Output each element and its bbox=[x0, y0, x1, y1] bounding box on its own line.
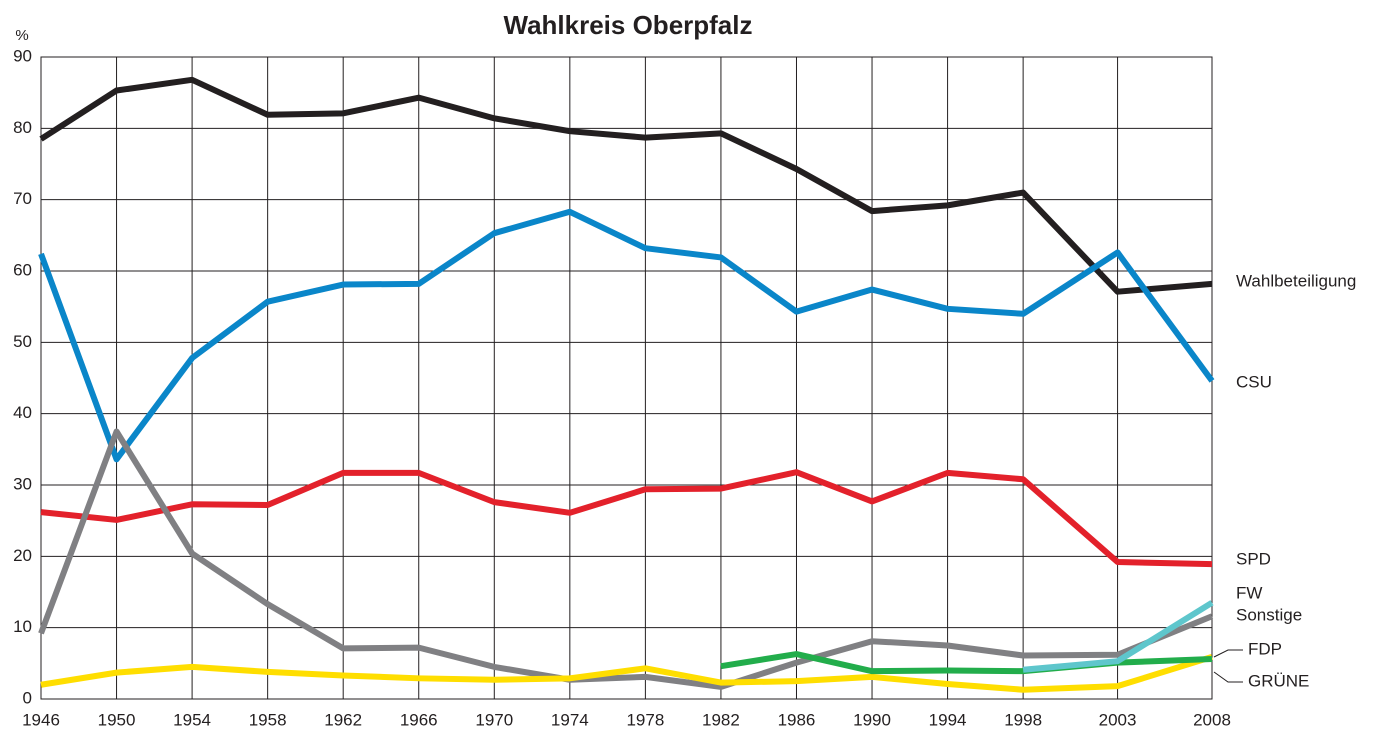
chart-title: Wahlkreis Oberpfalz bbox=[504, 10, 753, 40]
x-tick-label: 1986 bbox=[778, 710, 816, 729]
series-line bbox=[39, 76, 1213, 295]
legend-label: Sonstige bbox=[1236, 605, 1302, 624]
series-line bbox=[40, 654, 1213, 693]
x-tick-label: 1990 bbox=[853, 710, 891, 729]
x-tick-label: 1954 bbox=[173, 710, 211, 729]
x-tick-label: 1994 bbox=[929, 710, 967, 729]
legend-label: CSU bbox=[1236, 372, 1272, 391]
y-tick-label: 60 bbox=[13, 260, 32, 279]
x-tick-label: 1950 bbox=[98, 710, 136, 729]
series-line bbox=[1022, 600, 1214, 673]
series-line bbox=[38, 428, 1214, 690]
y-tick-label: 10 bbox=[13, 617, 32, 636]
series-line bbox=[38, 208, 1215, 463]
y-tick-label: 20 bbox=[13, 546, 32, 565]
leader-line bbox=[1213, 649, 1243, 658]
x-tick-label: 1958 bbox=[249, 710, 287, 729]
x-tick-label: 1998 bbox=[1004, 710, 1042, 729]
y-axis-label: % bbox=[15, 27, 28, 44]
legend-label: FW bbox=[1236, 583, 1262, 602]
x-tick-label: 1978 bbox=[626, 710, 664, 729]
series-line bbox=[40, 469, 1213, 568]
y-tick-label: 50 bbox=[13, 332, 32, 351]
leader-line bbox=[1213, 671, 1243, 683]
x-tick-label: 1974 bbox=[551, 710, 589, 729]
legend-label: SPD bbox=[1236, 549, 1271, 568]
legend-label: GRÜNE bbox=[1248, 671, 1309, 690]
legend-label: FDP bbox=[1248, 639, 1282, 658]
y-tick-label: 80 bbox=[13, 118, 32, 137]
x-tick-label: 1966 bbox=[400, 710, 438, 729]
x-tick-label: 1970 bbox=[475, 710, 513, 729]
x-tick-label: 1982 bbox=[702, 710, 740, 729]
x-tick-label: 2008 bbox=[1193, 710, 1231, 729]
y-tick-label: 90 bbox=[13, 46, 32, 65]
x-tick-label: 2003 bbox=[1099, 710, 1137, 729]
y-tick-label: 0 bbox=[23, 688, 32, 707]
plot-frame bbox=[40, 56, 1213, 700]
legend-label: Wahlbeteiligung bbox=[1236, 271, 1356, 290]
y-tick-label: 70 bbox=[13, 189, 32, 208]
x-tick-label: 1962 bbox=[324, 710, 362, 729]
x-tick-label: 1946 bbox=[22, 710, 60, 729]
y-tick-label: 40 bbox=[13, 403, 32, 422]
y-tick-label: 30 bbox=[13, 474, 32, 493]
